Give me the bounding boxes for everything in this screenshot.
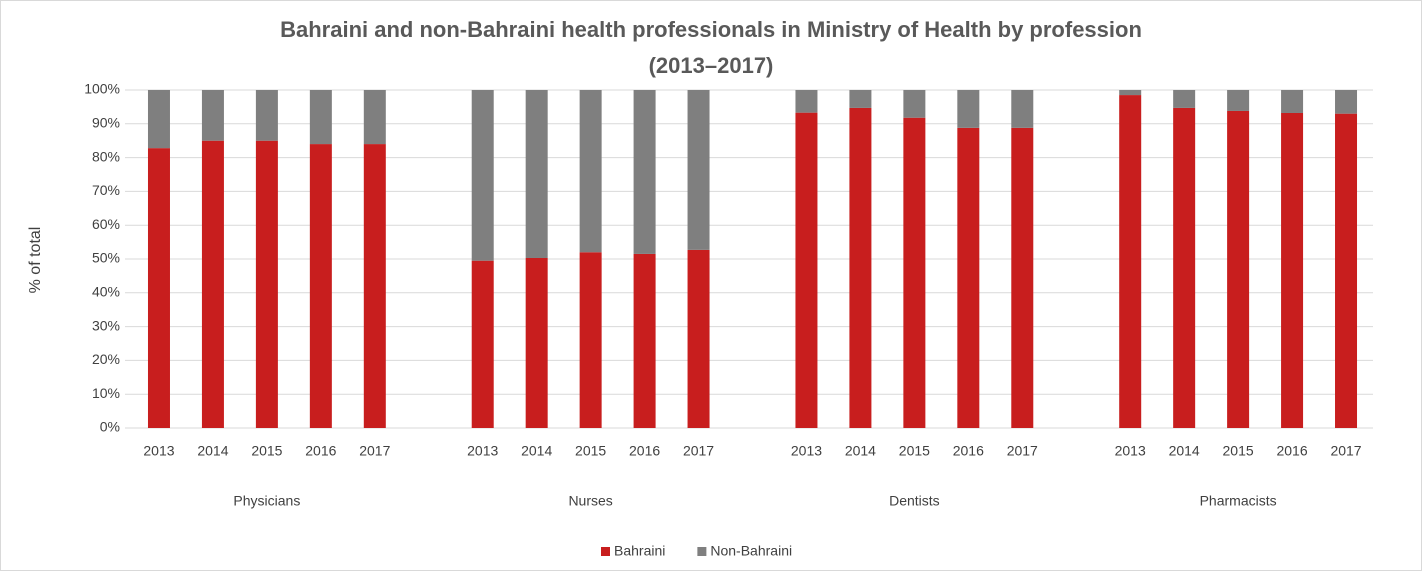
x-tick-label: 2014 bbox=[521, 443, 552, 459]
bar-segment bbox=[1173, 90, 1196, 108]
bar-segment bbox=[1335, 113, 1358, 428]
group-label: Dentists bbox=[889, 493, 940, 509]
bar-segment bbox=[525, 90, 548, 258]
bar-segment bbox=[903, 117, 926, 428]
y-tick-label: 40% bbox=[92, 284, 120, 300]
x-tick-label: 2016 bbox=[629, 443, 660, 459]
bar-segment bbox=[849, 90, 872, 108]
group-label: Physicians bbox=[233, 493, 300, 509]
bar-segment bbox=[525, 257, 548, 428]
bar-segment bbox=[363, 144, 386, 428]
bar-segment bbox=[957, 127, 980, 428]
x-tick-label: 2015 bbox=[899, 443, 930, 459]
bar-segment bbox=[579, 90, 602, 253]
x-tick-label: 2017 bbox=[1007, 443, 1038, 459]
x-tick-label: 2013 bbox=[791, 443, 822, 459]
bar-segment bbox=[1119, 95, 1142, 428]
legend-label: Non-Bahraini bbox=[710, 543, 792, 559]
bar-segment bbox=[957, 90, 980, 128]
x-tick-label: 2014 bbox=[845, 443, 876, 459]
bar-segment bbox=[1335, 90, 1358, 114]
y-tick-label: 0% bbox=[100, 419, 120, 435]
x-tick-label: 2016 bbox=[953, 443, 984, 459]
bar-segment bbox=[633, 90, 656, 254]
legend-swatch bbox=[601, 547, 610, 556]
bar-segment bbox=[255, 140, 278, 428]
y-tick-label: 80% bbox=[92, 148, 120, 164]
bar-segment bbox=[1119, 90, 1142, 96]
x-tick-label: 2015 bbox=[575, 443, 606, 459]
x-tick-label: 2014 bbox=[1169, 443, 1200, 459]
bar-segment bbox=[1227, 90, 1250, 111]
bar-segment bbox=[849, 107, 872, 428]
x-tick-label: 2015 bbox=[251, 443, 282, 459]
y-tick-label: 10% bbox=[92, 385, 120, 401]
y-tick-label: 30% bbox=[92, 317, 120, 333]
group-label: Nurses bbox=[568, 493, 612, 509]
bar-segment bbox=[1011, 127, 1034, 428]
x-tick-label: 2016 bbox=[1276, 443, 1307, 459]
bar-segment bbox=[1281, 112, 1304, 428]
bar-segment bbox=[633, 253, 656, 428]
bar-segment bbox=[687, 249, 710, 428]
bar-segment bbox=[579, 252, 602, 428]
y-tick-label: 20% bbox=[92, 351, 120, 367]
bar-segment bbox=[1011, 90, 1034, 128]
x-tick-label: 2013 bbox=[143, 443, 174, 459]
bar-segment bbox=[795, 112, 818, 429]
bar-segment bbox=[903, 90, 926, 118]
bar-segment bbox=[1173, 107, 1196, 428]
bar-segment bbox=[147, 148, 170, 429]
x-tick-label: 2013 bbox=[1115, 443, 1146, 459]
bar-segment bbox=[795, 90, 818, 113]
x-tick-label: 2013 bbox=[467, 443, 498, 459]
y-tick-label: 50% bbox=[92, 250, 120, 266]
bar-segment bbox=[255, 90, 278, 141]
y-axis-title: % of total bbox=[27, 227, 44, 294]
y-tick-label: 90% bbox=[92, 115, 120, 131]
x-tick-label: 2017 bbox=[1330, 443, 1361, 459]
x-tick-label: 2015 bbox=[1223, 443, 1254, 459]
legend-swatch bbox=[697, 547, 707, 556]
x-tick-label: 2017 bbox=[359, 443, 390, 459]
y-tick-label: 100% bbox=[84, 81, 120, 97]
y-tick-label: 60% bbox=[92, 216, 120, 232]
y-tick-label: 70% bbox=[92, 182, 120, 198]
chart-title: (2013–2017) bbox=[649, 53, 774, 78]
bar-segment bbox=[309, 144, 332, 428]
x-tick-label: 2014 bbox=[197, 443, 228, 459]
bar-segment bbox=[201, 90, 224, 141]
bar-segment bbox=[687, 90, 710, 250]
bar-segment bbox=[201, 140, 224, 428]
chart-title: Bahraini and non-Bahraini health profess… bbox=[280, 17, 1142, 42]
bar-segment bbox=[1281, 90, 1304, 113]
bar-segment bbox=[309, 90, 332, 145]
bar-segment bbox=[471, 90, 494, 261]
legend-label: Bahraini bbox=[614, 543, 665, 559]
bar-segment bbox=[363, 90, 386, 145]
x-tick-label: 2016 bbox=[305, 443, 336, 459]
bar-segment bbox=[471, 260, 494, 428]
bar-segment bbox=[147, 90, 170, 149]
group-label: Pharmacists bbox=[1200, 493, 1277, 509]
x-tick-label: 2017 bbox=[683, 443, 714, 459]
bar-segment bbox=[1227, 110, 1250, 429]
